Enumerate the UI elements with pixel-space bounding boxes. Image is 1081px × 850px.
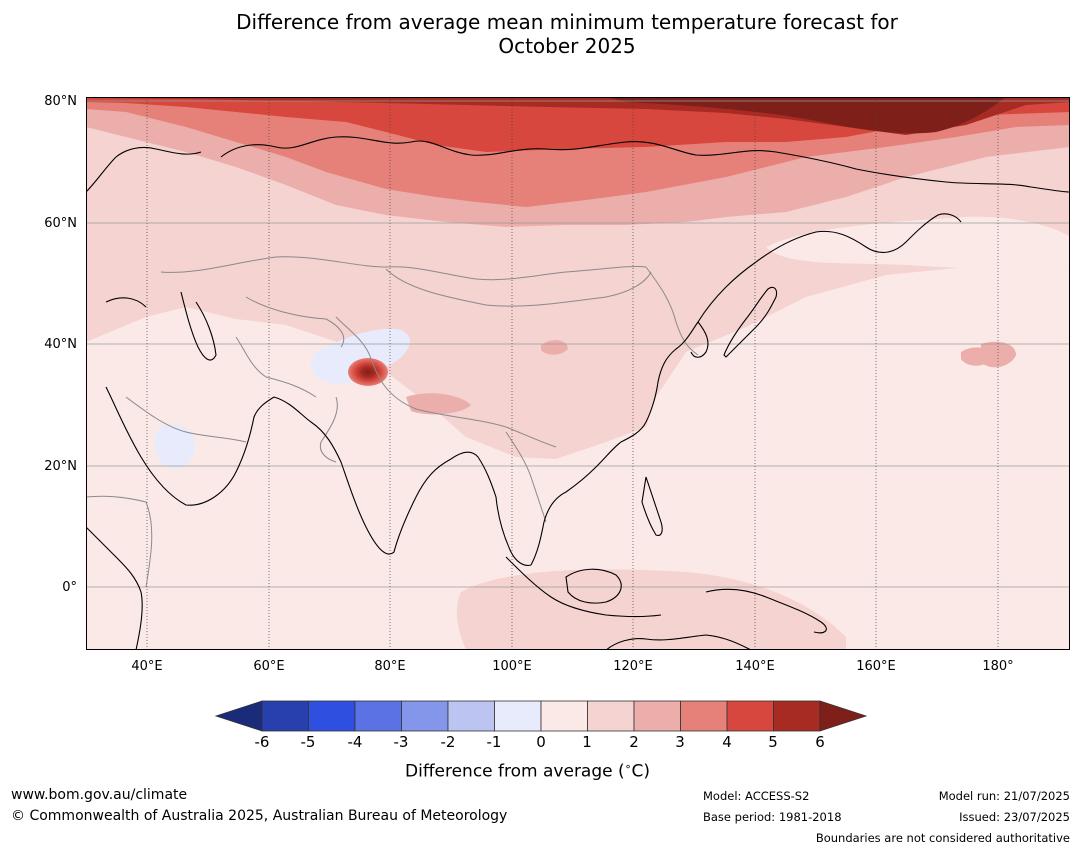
footer-base-period: Base period: 1981-2018: [703, 810, 842, 824]
footer-copyright: © Commonwealth of Australia 2025, Austra…: [11, 808, 508, 824]
coast-indochina: [530, 441, 622, 566]
colorbar-tick: -2: [440, 733, 456, 751]
lon-label-60e: 60°E: [253, 659, 285, 674]
lat-label-80n: 80°N: [44, 94, 77, 109]
coast-okhotsk-kamchatka: [755, 213, 962, 263]
lon-gridlines: [146, 97, 999, 650]
anomaly-band-0-1-pacific: [766, 216, 1070, 272]
colorbar-segment: [308, 700, 356, 732]
border-china-west: [335, 316, 557, 448]
colorbar-tick: 4: [722, 733, 732, 751]
title-line-2: October 2025: [498, 34, 636, 58]
coast-china: [620, 261, 757, 443]
colorbar-tick: -3: [393, 733, 409, 751]
lat-label-40n: 40°N: [44, 337, 77, 352]
coast-africa: [86, 526, 143, 650]
colorbar-segment: [401, 700, 449, 732]
footer-issued: Issued: 23/07/2025: [959, 810, 1070, 824]
colorbar-tick: -1: [486, 733, 502, 751]
title-line-1: Difference from average mean minimum tem…: [236, 10, 898, 34]
coast-philippines: [641, 476, 663, 536]
colorbar-segment: [354, 700, 402, 732]
coast-scandinavia: [86, 146, 202, 193]
lat-gridlines: [86, 100, 1070, 588]
lon-label-100e: 100°E: [492, 659, 532, 674]
colorbar-extend-high: [819, 700, 868, 732]
footer-website: www.bom.gov.au/climate: [11, 787, 188, 803]
colorbar-tick: 6: [815, 733, 825, 751]
anomaly-band-2-3-tibet: [406, 393, 471, 415]
lat-label-0: 0°: [62, 580, 77, 595]
footer-disclaimer: Boundaries are not considered authoritat…: [815, 831, 1070, 845]
colorbar-tick: -5: [300, 733, 316, 751]
border-mongolia-china: [385, 268, 652, 307]
footer-model-run: Model run: 21/07/2025: [938, 789, 1070, 803]
border-africa: [86, 495, 153, 588]
colorbar-tick: 2: [629, 733, 639, 751]
coast-new-guinea: [705, 588, 827, 634]
border-iran-afghanistan: [235, 336, 317, 398]
colorbar-segment: [494, 700, 542, 732]
lon-label-80e: 80°E: [374, 659, 406, 674]
colorbar-segment: [587, 700, 635, 732]
coast-arctic-russia: [220, 136, 1070, 193]
colorbar-tick: 3: [675, 733, 685, 751]
country-borders: [86, 256, 699, 588]
border-china-east: [645, 266, 699, 356]
anomaly-band-2-3-pacific-2: [961, 347, 991, 366]
border-saudi-arabia: [125, 396, 247, 443]
lon-label-140e: 140°E: [735, 659, 775, 674]
lon-label-180: 180°: [982, 659, 1014, 674]
footer-model: Model: ACCESS-S2: [703, 789, 810, 803]
lat-label-60n: 60°N: [44, 216, 77, 231]
border-russia-kazakhstan: [160, 256, 647, 281]
coast-borneo: [565, 568, 622, 604]
coast-korea: [690, 321, 709, 358]
coast-bay-of-bengal: [450, 451, 532, 566]
border-central-asia: [245, 296, 345, 348]
anomaly-band-over-6: [606, 97, 1006, 134]
coast-arabia: [105, 386, 275, 506]
anomaly-band-2-3-japan: [981, 341, 1016, 368]
anomaly-band-1-2-south: [456, 569, 846, 650]
colorbar-label-text: Difference from average (: [405, 761, 625, 782]
colorbar-tick: -4: [347, 733, 363, 751]
coast-japan: [723, 286, 778, 358]
coast-sumatra-java: [505, 556, 662, 618]
lon-label-40e: 40°E: [131, 659, 163, 674]
colorbar-segment: [261, 700, 309, 732]
coast-black-caspian: [105, 291, 217, 361]
lat-label-20n: 20°N: [44, 459, 77, 474]
anomaly-band-minus-1-0-central-asia: [310, 328, 410, 384]
border-se-asia: [505, 431, 547, 523]
lon-label-160e: 160°E: [856, 659, 896, 674]
colorbar-segment: [680, 700, 728, 732]
colorbar-segment: [726, 700, 774, 732]
anomaly-hotspot-tibet: [348, 358, 388, 386]
colorbar-segment: [633, 700, 681, 732]
chart-title: Difference from average mean minimum tem…: [0, 10, 1081, 58]
colorbar-segment: [540, 700, 588, 732]
coast-australia: [605, 634, 752, 650]
colorbar-tick: 0: [536, 733, 546, 751]
coast-pakistan-india: [273, 396, 452, 555]
border-india-pakistan: [319, 396, 338, 463]
colorbar-tick: -6: [254, 733, 270, 751]
colorbar-segment: [447, 700, 495, 732]
colorbar-extend-low: [214, 700, 263, 732]
colorbar-tick: 5: [768, 733, 778, 751]
colorbar-label-unit: C): [631, 761, 651, 782]
coastlines: [86, 136, 1070, 650]
colorbar-tick: 1: [582, 733, 592, 751]
forecast-map: [86, 97, 1070, 650]
map-canvas: [86, 97, 1070, 650]
colorbar: [214, 700, 868, 732]
anomaly-band-minus-1-0-arabia: [154, 423, 195, 470]
lon-label-120e: 120°E: [613, 659, 653, 674]
map-frame: [86, 97, 1070, 650]
colorbar-label: Difference from average (∘C): [405, 760, 651, 782]
colorbar-segment: [773, 700, 821, 732]
